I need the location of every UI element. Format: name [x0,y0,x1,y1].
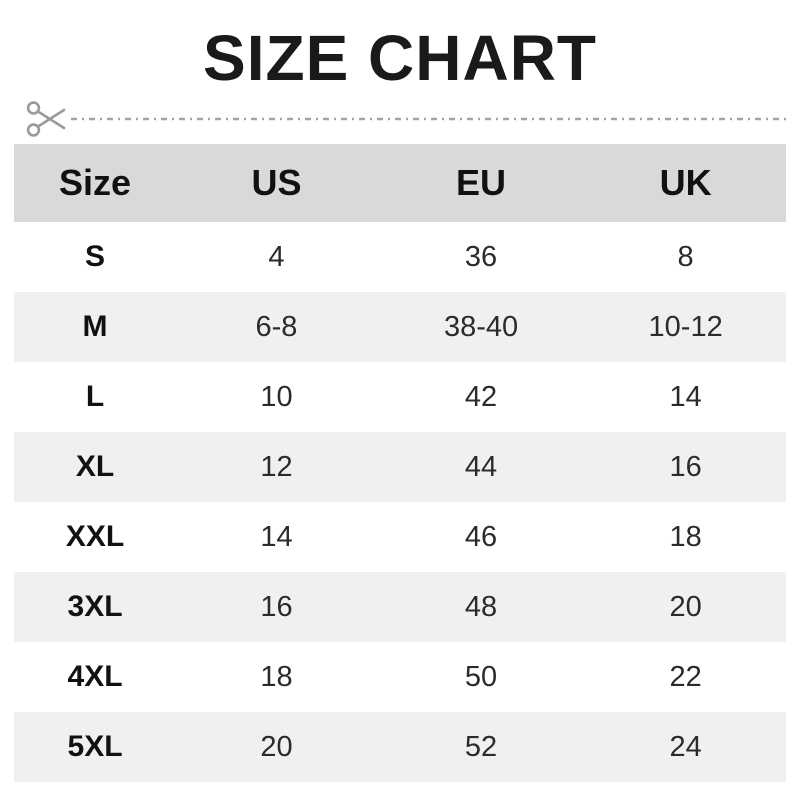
cell-uk: 16 [669,450,702,483]
cell-eu: 50 [464,660,498,693]
cell-us: 20 [260,730,293,763]
size-chart-page: SIZE CHART Size US EU UK S 4 36 8 [0,26,800,800]
dashed-cut-line [71,117,790,121]
cell-uk: 8 [677,240,694,273]
table-body: S 4 36 8 M 6-8 38-40 10-12 L 10 42 14 XL… [14,222,786,782]
table-row: XL 12 44 16 [14,432,786,502]
table-row: S 4 36 8 [14,222,786,292]
table-row: L 10 42 14 [14,362,786,432]
cell-eu: 52 [464,730,498,763]
table-row: XXL 14 46 18 [14,502,786,572]
cell-uk: 18 [669,520,702,553]
cell-size: XXL [65,520,125,553]
cell-size: M [82,310,108,343]
cell-size: 5XL [67,730,123,763]
cell-eu: 48 [464,590,498,623]
cell-us: 6-8 [255,310,298,343]
column-header-eu: EU [456,162,507,203]
size-chart-table: Size US EU UK S 4 36 8 M 6-8 38-40 10-12… [14,144,786,782]
table-header-row: Size US EU UK [14,144,786,222]
cut-here-line [26,96,790,142]
cell-us: 14 [260,520,293,553]
column-header-uk: UK [659,162,712,203]
cell-size: S [85,240,106,273]
cell-eu: 36 [464,240,498,273]
cell-eu: 42 [464,380,498,413]
cell-us: 10 [260,380,293,413]
table-row: M 6-8 38-40 10-12 [14,292,786,362]
cell-uk: 14 [669,380,702,413]
cell-eu: 44 [464,450,498,483]
cell-eu: 46 [464,520,498,553]
cell-eu: 38-40 [443,310,519,343]
page-title: SIZE CHART [203,22,597,94]
table-row: 3XL 16 48 20 [14,572,786,642]
table-row: 4XL 18 50 22 [14,642,786,712]
cell-size: L [85,380,105,413]
column-header-us: US [251,162,302,203]
cell-size: 3XL [67,590,123,623]
scissors-icon [26,101,66,137]
cell-us: 12 [260,450,293,483]
table-row: 5XL 20 52 24 [14,712,786,782]
cell-uk: 10-12 [648,310,723,343]
cell-us: 16 [260,590,293,623]
cell-uk: 20 [669,590,702,623]
cell-uk: 24 [669,730,702,763]
cell-size: XL [75,450,115,483]
cell-uk: 22 [669,660,702,693]
column-header-size: Size [59,162,132,203]
cell-us: 4 [268,240,285,273]
cell-us: 18 [260,660,293,693]
cell-size: 4XL [67,660,123,693]
